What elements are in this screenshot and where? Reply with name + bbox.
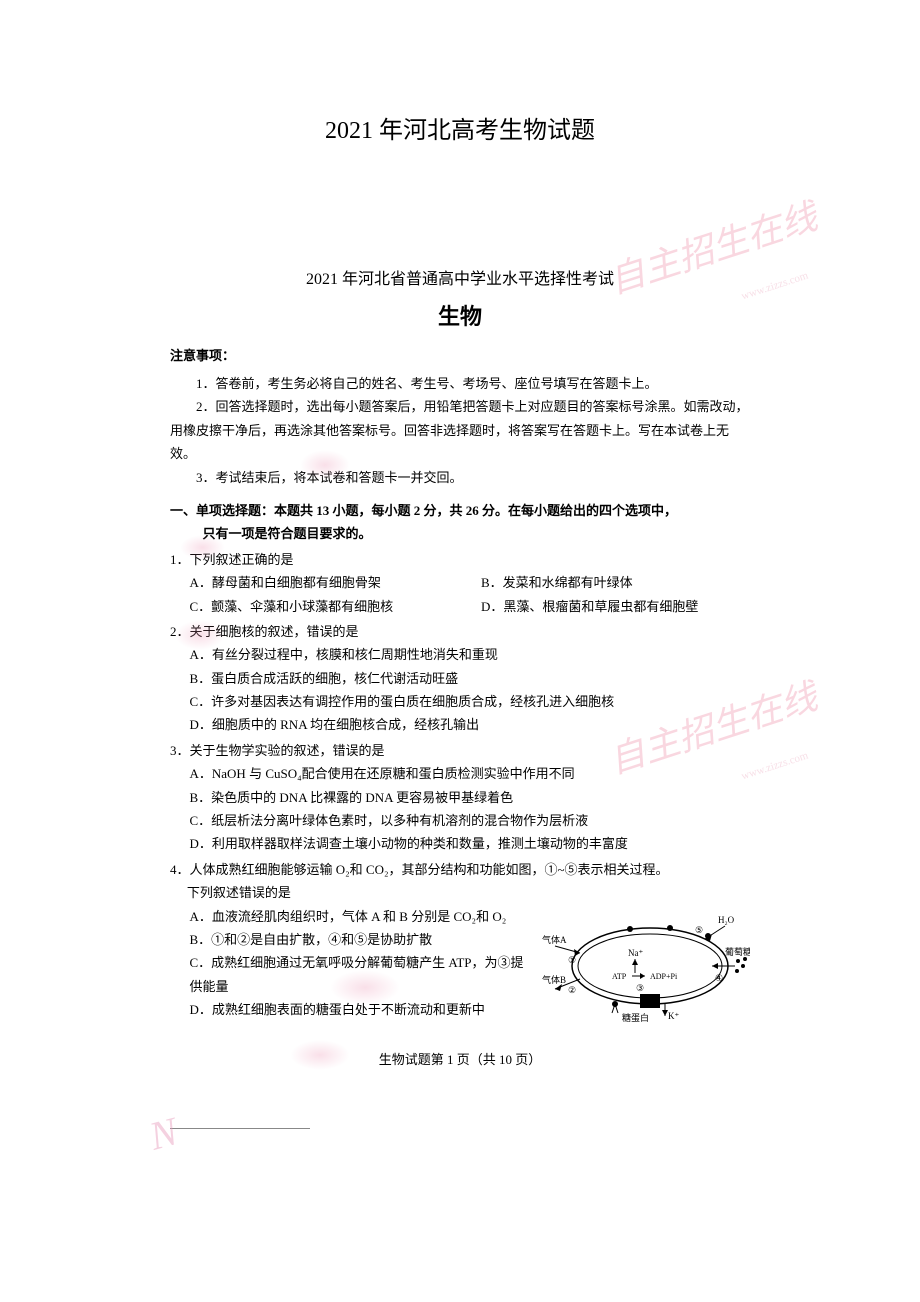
q1-option-b: B．发菜和水绵都有叶绿体 xyxy=(481,571,750,594)
label-n4: ④ xyxy=(715,973,723,983)
label-glyco: 糖蛋白 xyxy=(622,1012,649,1023)
q4-option-c: C．成熟红细胞通过无氧呼吸分解葡萄糖产生 ATP，为③提供能量 xyxy=(170,951,532,998)
q4-option-d: D．成熟红细胞表面的糖蛋白处于不断流动和更新中 xyxy=(170,998,532,1021)
label-atp: ATP xyxy=(612,972,627,981)
label-na: Na⁺ xyxy=(628,948,643,958)
q3-option-b: B．染色质中的 DNA 比裸露的 DNA 更容易被甲基绿着色 xyxy=(170,786,750,809)
label-n3: ③ xyxy=(636,983,644,993)
watermark: N xyxy=(144,1107,182,1159)
label-adp: ADP+Pi xyxy=(650,972,678,981)
notice-item-2: 2．回答选择题时，选出每小题答案后，用铅笔把答题卡上对应题目的答案标号涂黑。如需… xyxy=(170,395,750,465)
label-gasA: 气体A xyxy=(542,934,567,945)
q1-option-a: A．酵母菌和白细胞都有细胞骨架 xyxy=(190,571,481,594)
label-glucose: 葡萄糖 xyxy=(725,946,750,957)
section-sub: 只有一项是符合题目要求的。 xyxy=(170,522,750,545)
notice-item-1: 1．答卷前，考生务必将自己的姓名、考生号、考场号、座位号填写在答题卡上。 xyxy=(170,372,750,395)
q4-option-a: A．血液流经肌肉组织时，气体 A 和 B 分别是 CO₂和 O₂ xyxy=(170,905,532,928)
page-footer: 生物试题第 1 页（共 10 页） xyxy=(170,1049,750,1068)
cell-diagram: 气体A ① 气体B ② H₂O ⑤ 葡萄糖 ④ Na xyxy=(540,911,750,1031)
notice-label: 注意事项： xyxy=(170,345,750,364)
watermark-url: www.zizzs.com xyxy=(740,750,810,783)
q2-option-a: A．有丝分裂过程中，核膜和核仁周期性地消失和重现 xyxy=(170,643,750,666)
q3-option-d: D．利用取样器取样法调查土壤小动物的种类和数量，推测土壤动物的丰富度 xyxy=(170,832,750,855)
q2-option-c: C．许多对基因表达有调控作用的蛋白质在细胞质合成，经核孔进入细胞核 xyxy=(170,690,750,713)
label-n1: ① xyxy=(568,955,576,965)
q1-stem: 1．下列叙述正确的是 xyxy=(170,548,750,571)
q4-option-b: B．①和②是自由扩散，④和⑤是协助扩散 xyxy=(170,928,532,951)
q2-stem: 2．关于细胞核的叙述，错误的是 xyxy=(170,620,750,643)
main-title: 2021 年河北高考生物试题 xyxy=(170,110,750,145)
label-h2o: H₂O xyxy=(718,915,735,925)
q3-option-c: C．纸层析法分离叶绿体色素时，以多种有机溶剂的混合物作为层析液 xyxy=(170,809,750,832)
q4-stem2: 下列叙述错误的是 xyxy=(170,881,532,904)
q4-stem: 4．人体成熟红细胞能够运输 O₂和 CO₂，其部分结构和功能如图，①~⑤表示相关… xyxy=(170,858,750,881)
q2-option-b: B．蛋白质合成活跃的细胞，核仁代谢活动旺盛 xyxy=(170,667,750,690)
subject-title: 生物 xyxy=(170,299,750,331)
footnote-rule xyxy=(170,1128,310,1129)
q1-option-c: C．颤藻、伞藻和小球藻都有细胞核 xyxy=(190,595,481,618)
label-gasB: 气体B xyxy=(542,974,566,985)
label-n5: ⑤ xyxy=(695,925,703,935)
q3-stem: 3．关于生物学实验的叙述，错误的是 xyxy=(170,739,750,762)
subtitle: 2021 年河北省普通高中学业水平选择性考试 xyxy=(170,265,750,289)
section-header: 一、单项选择题：本题共 13 小题，每小题 2 分，共 26 分。在每小题给出的… xyxy=(170,499,750,522)
notice-item-3: 3．考试结束后，将本试卷和答题卡一并交回。 xyxy=(170,466,750,489)
watermark-url: www.zizzs.com xyxy=(740,270,810,303)
q3-option-a: A．NaOH 与 CuSO₄配合使用在还原糖和蛋白质检测实验中作用不同 xyxy=(170,762,750,785)
label-k: K⁺ xyxy=(668,1011,679,1021)
q1-option-d: D．黑藻、根瘤菌和草履虫都有细胞壁 xyxy=(481,595,750,618)
label-n2: ② xyxy=(568,985,576,995)
q2-option-d: D．细胞质中的 RNA 均在细胞核合成，经核孔输出 xyxy=(170,713,750,736)
